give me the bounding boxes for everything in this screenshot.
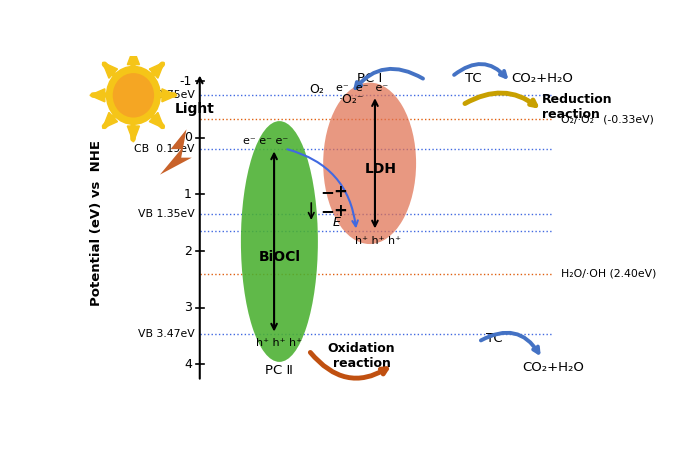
Text: 2: 2 — [184, 244, 192, 257]
Text: O₂: O₂ — [309, 83, 324, 96]
Text: +: + — [334, 182, 347, 200]
Polygon shape — [127, 49, 140, 65]
Ellipse shape — [113, 73, 154, 118]
Text: E: E — [332, 216, 340, 229]
Text: VB 1.35eV: VB 1.35eV — [138, 209, 195, 219]
Text: PC Ⅰ: PC Ⅰ — [357, 72, 382, 85]
Text: e⁻ e⁻ e⁻: e⁻ e⁻ e⁻ — [243, 136, 289, 146]
Text: Potential (eV) vs  NHE: Potential (eV) vs NHE — [90, 140, 103, 306]
Text: h⁺ h⁺ h⁺: h⁺ h⁺ h⁺ — [355, 236, 401, 246]
Text: CB -0.75eV: CB -0.75eV — [134, 90, 195, 100]
Text: BiOCl: BiOCl — [258, 250, 301, 264]
Polygon shape — [160, 129, 192, 175]
Text: PC Ⅱ: PC Ⅱ — [266, 363, 293, 376]
Text: Light: Light — [175, 102, 214, 117]
Text: CO₂+H₂O: CO₂+H₂O — [511, 72, 573, 85]
Ellipse shape — [241, 121, 318, 362]
Text: TC: TC — [486, 332, 503, 345]
Text: h⁺ h⁺ h⁺: h⁺ h⁺ h⁺ — [256, 338, 302, 348]
Text: 0: 0 — [184, 131, 192, 144]
Text: ·O₂⁻: ·O₂⁻ — [338, 93, 364, 106]
Text: Oxidation
reaction: Oxidation reaction — [328, 342, 395, 370]
Polygon shape — [90, 89, 105, 102]
Text: +: + — [334, 202, 347, 220]
Text: CO₂+H₂O: CO₂+H₂O — [522, 361, 584, 374]
Text: VB 3.47eV: VB 3.47eV — [138, 329, 195, 339]
Text: 4: 4 — [184, 358, 192, 371]
Text: LDH: LDH — [364, 162, 396, 176]
Text: 3: 3 — [184, 301, 192, 314]
Text: −: − — [320, 202, 334, 220]
Polygon shape — [149, 62, 164, 78]
Text: −: − — [320, 182, 334, 200]
Text: -1: -1 — [179, 75, 192, 88]
Text: Reduction
reaction: Reduction reaction — [543, 93, 613, 121]
Text: e⁻  e⁻  e⁻: e⁻ e⁻ e⁻ — [336, 83, 388, 93]
Text: CB  0.19eV: CB 0.19eV — [134, 144, 195, 154]
Polygon shape — [103, 113, 118, 128]
Ellipse shape — [323, 82, 416, 244]
Polygon shape — [127, 126, 140, 142]
Text: 1: 1 — [184, 188, 192, 201]
Text: TC: TC — [465, 72, 482, 85]
Ellipse shape — [105, 66, 161, 125]
Text: O₂/·O₂⁻ (-0.33eV): O₂/·O₂⁻ (-0.33eV) — [561, 114, 653, 124]
Polygon shape — [103, 62, 118, 78]
Text: H₂O/·OH (2.40eV): H₂O/·OH (2.40eV) — [561, 269, 656, 279]
Polygon shape — [162, 89, 177, 102]
Polygon shape — [149, 113, 164, 128]
